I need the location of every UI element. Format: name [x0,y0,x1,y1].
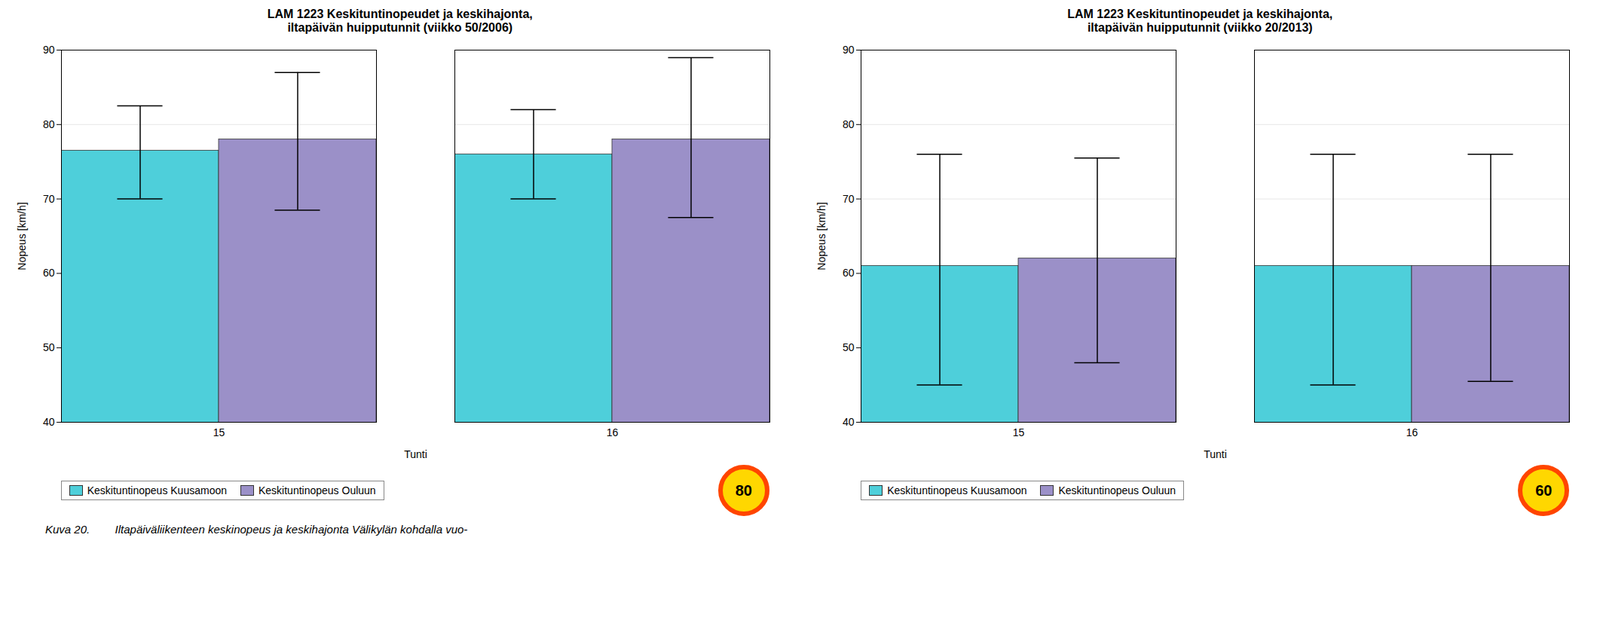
svg-text:15: 15 [1012,426,1025,439]
svg-text:70: 70 [42,192,56,205]
html-text:Keskituntinopeus Kuusamoon: Keskituntinopeus Kuusamoon [887,484,1027,497]
html-text:Keskituntinopeus Ouluun: Keskituntinopeus Ouluun [1058,484,1176,497]
svg-text:60: 60 [842,266,855,279]
svg-text:80: 80 [42,118,56,131]
svg-text:90: 90 [42,43,56,56]
svg-text:80: 80 [842,118,855,131]
html-text:60: 60 [1535,481,1553,499]
html-text:Kuva 20. Iltapäiväliikenteen k: Kuva 20. Iltapäiväliikenteen keskinopeus… [45,523,468,536]
svg-text:50: 50 [42,341,56,354]
html-text:LAM 1223 Keskituntinopeudet ja: LAM 1223 Keskituntinopeudet ja keskihajo… [267,7,533,34]
svg-text:40: 40 [842,416,855,429]
svg-text:16: 16 [1406,426,1419,439]
html-text:LAM 1223 Keskituntinopeudet ja: LAM 1223 Keskituntinopeudet ja keskihajo… [1067,7,1333,34]
svg-text:50: 50 [842,341,855,354]
html-text:Keskituntinopeus Ouluun: Keskituntinopeus Ouluun [258,484,376,497]
svg-text:15: 15 [212,426,225,439]
svg-text:70: 70 [842,192,855,205]
html-text:Keskituntinopeus Kuusamoon: Keskituntinopeus Kuusamoon [87,484,227,497]
html-text:80: 80 [735,481,753,499]
svg-text:90: 90 [842,43,855,56]
svg-text:16: 16 [605,426,618,439]
svg-text:Tunti: Tunti [1203,448,1227,461]
svg-text:40: 40 [42,416,56,429]
svg-text:Tunti: Tunti [403,448,428,461]
svg-text:Nopeus [km/h]: Nopeus [km/h] [15,201,28,270]
svg-text:60: 60 [42,266,56,279]
svg-text:Nopeus [km/h]: Nopeus [km/h] [816,201,829,270]
